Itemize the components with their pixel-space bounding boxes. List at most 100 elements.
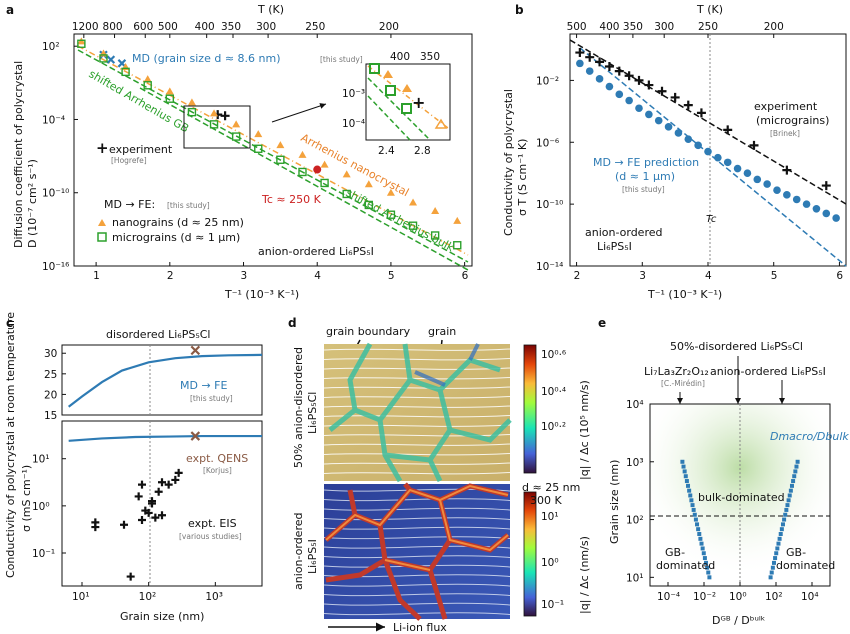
mat-label-b-2: Li₆PS₅I bbox=[597, 240, 632, 253]
d-bottom-streamline bbox=[323, 583, 511, 587]
c-top-y-tick-label: 15 bbox=[44, 410, 57, 422]
nanograin-point bbox=[187, 98, 196, 106]
d-top-streamline bbox=[323, 472, 511, 475]
panel-a-series bbox=[77, 37, 462, 250]
c-top-y-tick-label: 25 bbox=[44, 369, 57, 381]
b-x-tick-label: 5 bbox=[771, 270, 778, 282]
e-x-tick-label: 10⁻² bbox=[693, 591, 716, 603]
experiment-point-b bbox=[624, 71, 634, 81]
e-boundary-point bbox=[780, 522, 785, 527]
inset: 400 350 2.4 2.8 10⁻³ 10⁻⁴ + bbox=[342, 51, 451, 157]
c-eis-point bbox=[171, 475, 180, 484]
d-bottom-label-1: anion-ordered bbox=[292, 513, 305, 590]
micrograin-point bbox=[143, 81, 152, 90]
panel-c-ticks: 15 20 25 30 10⁻¹ 10⁰ 10¹ 10¹ 10² 10³ bbox=[32, 348, 223, 603]
md-prediction-point bbox=[704, 147, 712, 156]
e-boundary-point bbox=[700, 546, 705, 551]
c-bottom-qens-point bbox=[190, 431, 201, 441]
c-eis-point bbox=[164, 480, 173, 489]
e-llzo: Li₇La₃Zr₂O₁₂ bbox=[644, 365, 709, 378]
e-boundary-point bbox=[699, 541, 704, 546]
panel-label-d: d bbox=[288, 316, 297, 330]
b-x-tick-label: 6 bbox=[836, 270, 843, 282]
nanograin-point bbox=[386, 188, 395, 196]
tc-label-b: Tc bbox=[706, 214, 717, 225]
e-boundary-point bbox=[680, 459, 685, 464]
nanograin-point bbox=[364, 180, 373, 188]
experiment-point-b bbox=[644, 80, 654, 90]
e-boundary-point bbox=[682, 469, 687, 474]
cbar1-label: |q| / Δc (10⁵ nm/s) bbox=[578, 380, 591, 480]
md-prediction-point bbox=[812, 204, 821, 213]
a-top-tick-label: 800 bbox=[103, 21, 123, 33]
e-bulk-dominated: bulk-dominated bbox=[698, 491, 785, 504]
micrograin-point bbox=[276, 155, 285, 164]
panel-b-y-ticks: 10⁻² 10⁻⁶ 10⁻¹⁰ 10⁻¹⁴ bbox=[536, 75, 574, 273]
panel-c-bottom-frame bbox=[61, 420, 263, 587]
cbar2-tick-1: 10¹ bbox=[541, 511, 559, 523]
e-ratio-label: Dmacro/Dbulk = 10 bbox=[770, 430, 850, 443]
a-top-tick-label: 500 bbox=[158, 21, 178, 33]
nanograin-point bbox=[453, 216, 462, 224]
md-prediction-point bbox=[654, 116, 663, 125]
inset-gb-line bbox=[367, 77, 431, 141]
md-fe-legend-tag: [this study] bbox=[167, 201, 210, 210]
experiment-point-b bbox=[749, 140, 759, 150]
c-bottom-y-tick-label: 10¹ bbox=[32, 454, 50, 466]
micrograin-point bbox=[408, 221, 418, 230]
panel-c-title: disordered Li₆PS₅Cl bbox=[106, 328, 210, 341]
d-bottom-streamline bbox=[323, 498, 511, 502]
d-top-streamline bbox=[323, 348, 511, 351]
panel-e-series bbox=[680, 459, 800, 580]
md-prediction-point bbox=[625, 96, 633, 105]
md-tag-b: [this study] bbox=[622, 185, 665, 194]
e-boundary-point bbox=[681, 464, 686, 469]
d-top-label-2: Li₆PS₅Cl bbox=[306, 392, 319, 434]
d-grain-label: grain bbox=[428, 325, 456, 338]
c-eis-point bbox=[134, 492, 143, 501]
arrhenius-gb-line bbox=[77, 49, 469, 263]
e-boundary-point bbox=[779, 527, 784, 532]
b-y-tick-label: 10⁻¹⁰ bbox=[536, 199, 563, 211]
d-top-streamline bbox=[323, 386, 511, 389]
md-grain-label: MD (grain size d ≈ 8.6 nm) bbox=[132, 52, 281, 65]
d-bottom-streamline bbox=[323, 536, 511, 540]
inset-top-tick-1: 400 bbox=[390, 51, 410, 63]
e-shading bbox=[650, 404, 830, 586]
e-boundary-point bbox=[704, 560, 709, 565]
cbar2-tick-2: 10⁰ bbox=[541, 557, 559, 569]
micrograin-point bbox=[453, 241, 462, 250]
exp-tag-b: [Brinek] bbox=[770, 129, 800, 138]
experiment-point-b bbox=[657, 86, 667, 96]
e-boundary-point bbox=[683, 474, 688, 479]
panel-e-xlabel: Dᴳᴮ / Dᵇᵘˡᵏ bbox=[712, 614, 765, 627]
panel-a-frame bbox=[73, 33, 473, 267]
c-top-md-curve bbox=[67, 353, 263, 408]
inset-y-tick-2: 10⁻⁴ bbox=[342, 118, 365, 130]
micrograin-point bbox=[430, 231, 440, 240]
b-top-tick-label: 300 bbox=[654, 21, 674, 33]
micrograin-point bbox=[165, 94, 175, 103]
micro-legend-marker bbox=[97, 232, 107, 242]
c-eis-label: expt. EIS bbox=[188, 517, 237, 530]
material-label-a: anion-ordered Li₆PS₅I bbox=[258, 245, 374, 258]
md-prediction-point bbox=[723, 158, 732, 167]
e-y-tick-label: 10³ bbox=[626, 457, 644, 469]
e-boundary-point bbox=[768, 575, 773, 580]
micrograin-point bbox=[298, 167, 307, 177]
d-top-streamline bbox=[323, 462, 511, 465]
mat-label-b-1: anion-ordered bbox=[585, 226, 662, 239]
d-bottom-streamline bbox=[323, 602, 511, 606]
b-y-tick-label: 10⁻² bbox=[536, 75, 559, 87]
micrograin-point bbox=[209, 120, 219, 129]
a-top-tick-label: 250 bbox=[305, 21, 325, 33]
c-bottom-md-curve bbox=[68, 434, 262, 442]
a-x-tick-label: 2 bbox=[167, 270, 174, 282]
e-boundary-point bbox=[707, 575, 712, 580]
md-prediction-point bbox=[773, 186, 781, 195]
a-top-tick-label: 400 bbox=[195, 21, 215, 33]
e-boundary-point bbox=[688, 493, 693, 498]
experiment-point-b bbox=[614, 66, 624, 76]
arrhenius-nano-line bbox=[77, 45, 469, 256]
b-top-tick-label: 400 bbox=[599, 21, 619, 33]
